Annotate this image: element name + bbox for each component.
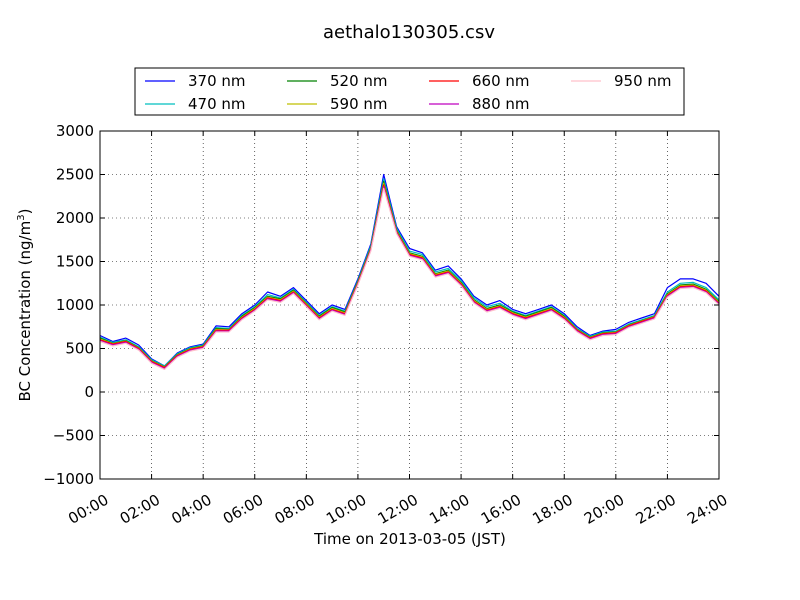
y-axis-label-sup: 3 [16, 214, 27, 220]
legend-label: 880 nm [472, 95, 530, 113]
legend: 370 nm 470 nm 520 nm 590 nm 660 nm 880 nm 950 … [134, 67, 685, 116]
legend-label: 950 nm [614, 72, 672, 90]
y-axis-label-close: ) [16, 209, 34, 215]
y-tick-label: 2500 [56, 166, 94, 184]
series-line [99, 187, 720, 370]
y-axis-label: BC Concentration (ng/m3) [16, 209, 34, 402]
y-tick-label: −500 [53, 427, 94, 445]
y-axis-label-main: BC Concentration (ng/m [16, 221, 34, 402]
x-axis-label: Time on 2013-03-05 (JST) [313, 530, 506, 548]
legend-label: 590 nm [330, 95, 388, 113]
legend-label: 370 nm [188, 72, 246, 90]
chart-title: aethalo130305.csv [323, 22, 495, 43]
y-tick-label: −1000 [43, 470, 94, 488]
y-tick-label: 1000 [56, 296, 94, 314]
legend-label: 520 nm [330, 72, 388, 90]
y-tick-label: 3000 [56, 122, 94, 140]
series-layer [99, 173, 720, 370]
y-tick-label: 0 [84, 383, 94, 401]
legend-label: 470 nm [188, 95, 246, 113]
y-tick-label: 500 [65, 340, 94, 358]
legend-box [134, 67, 685, 116]
legend-label: 660 nm [472, 72, 530, 90]
y-tick-label: 1500 [56, 253, 94, 271]
y-tick-label: 2000 [56, 209, 94, 227]
